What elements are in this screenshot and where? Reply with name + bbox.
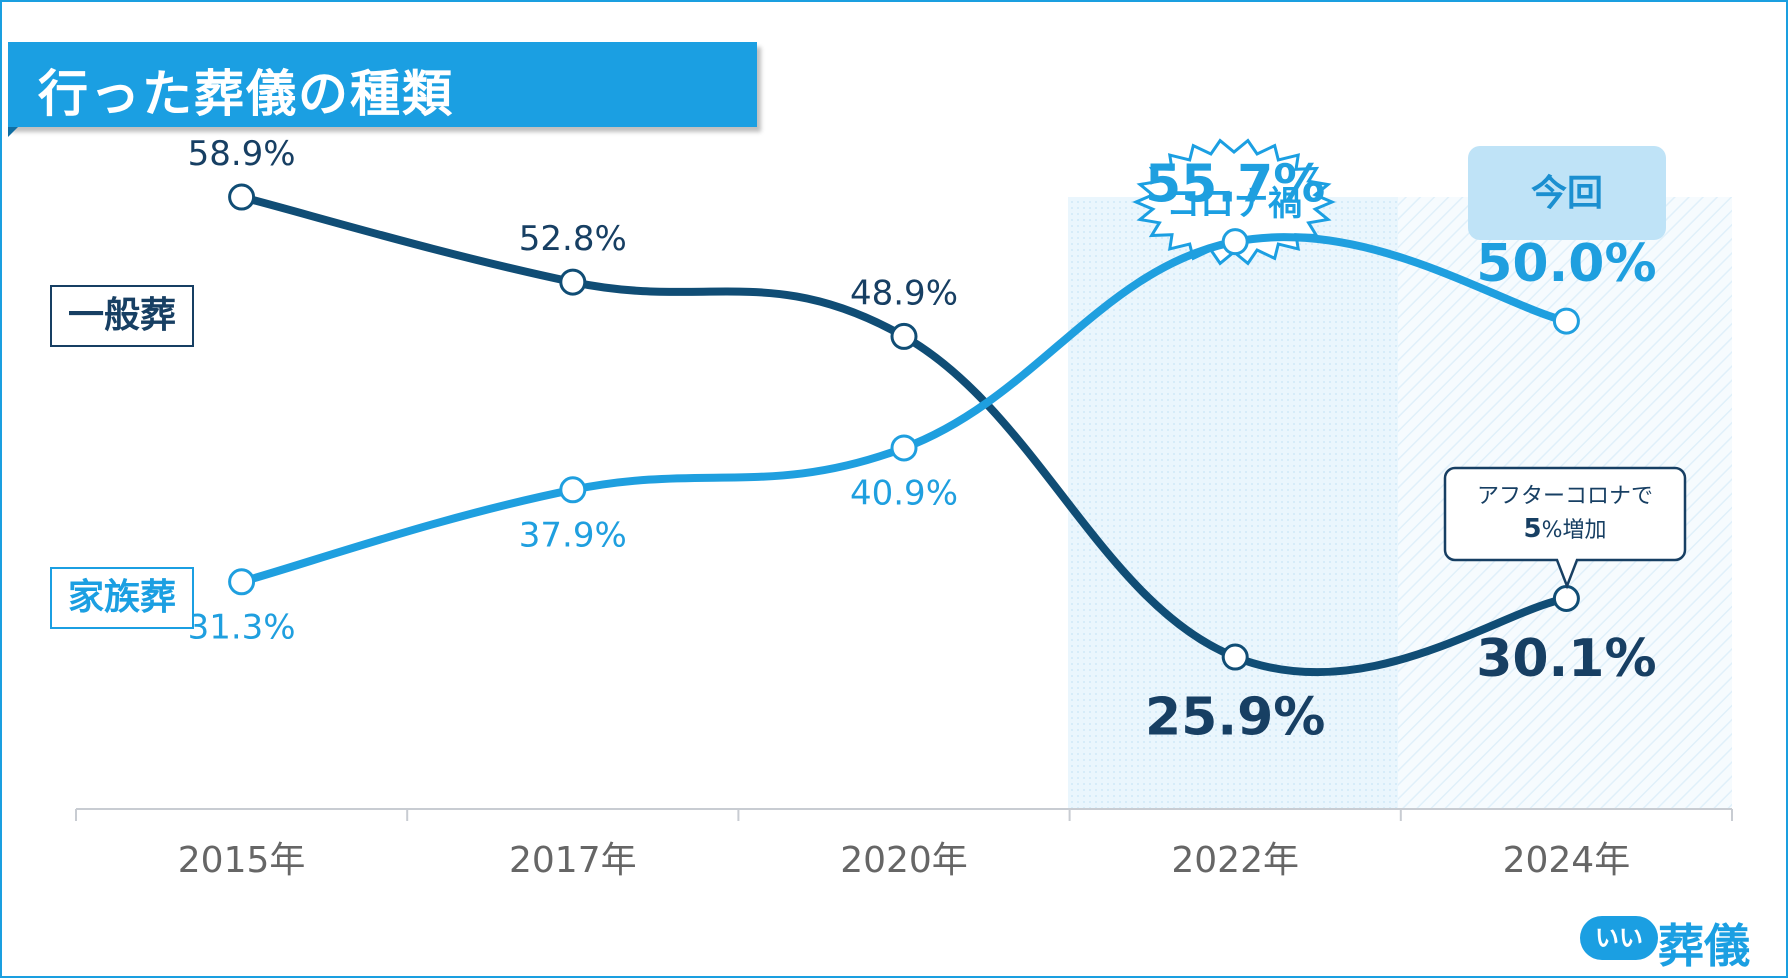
data-point bbox=[890, 322, 918, 350]
x-tick-label: 2015年 bbox=[178, 840, 306, 881]
logo-mark: いい bbox=[1580, 916, 1658, 960]
data-label: 48.9% bbox=[850, 273, 958, 313]
data-point bbox=[559, 476, 587, 504]
data-point bbox=[559, 268, 587, 296]
legend-general: 一般葬 bbox=[50, 285, 195, 347]
series-line-general bbox=[237, 193, 1571, 677]
data-labels: 58.9% 52.8% 48.9% 25.9% 30.1% 31.3% 37.9% 40.9%… bbox=[188, 134, 1657, 747]
data-point bbox=[228, 183, 256, 211]
covid-period-band bbox=[1068, 197, 1398, 809]
data-point bbox=[890, 434, 918, 462]
logo-word: 葬儀 bbox=[1658, 919, 1750, 973]
callout-suffix: %増加 bbox=[1542, 518, 1607, 543]
covid-label: コロナ禍 bbox=[1166, 184, 1302, 224]
data-label: 40.9% bbox=[850, 473, 958, 513]
data-label: 52.8% bbox=[519, 219, 627, 259]
x-tick-label: 2022年 bbox=[1171, 840, 1299, 881]
current-label: 今回 bbox=[1531, 173, 1603, 214]
covid-burst: コロナ禍 bbox=[1132, 138, 1336, 266]
current-label-box: 今回 bbox=[1468, 146, 1666, 240]
data-label: 25.9% bbox=[1145, 687, 1325, 747]
callout-bubble: アフターコロナで 5%増加 bbox=[1443, 466, 1687, 590]
legend-family: 家族葬 bbox=[50, 567, 195, 629]
x-tick-label: 2017年 bbox=[509, 840, 637, 881]
data-point bbox=[1221, 643, 1249, 671]
data-label: 55.7% bbox=[1145, 155, 1325, 215]
title-banner: 行った葬儀の種類 bbox=[8, 42, 757, 137]
callout-line2: 5%増加 bbox=[1524, 514, 1607, 544]
series-points bbox=[228, 183, 1580, 671]
callout-value: 5 bbox=[1524, 514, 1542, 544]
data-point bbox=[1552, 585, 1580, 613]
chart-title: 行った葬儀の種類 bbox=[38, 65, 454, 123]
data-point bbox=[228, 568, 256, 596]
data-label: 31.3% bbox=[188, 607, 296, 647]
data-label: 50.0% bbox=[1476, 234, 1656, 294]
x-axis: 2015年 2017年 2020年 2022年 2024年 bbox=[75, 808, 1733, 881]
data-label: 58.9% bbox=[188, 134, 296, 174]
x-tick-label: 2024年 bbox=[1503, 840, 1631, 881]
data-point bbox=[1552, 307, 1580, 335]
data-label: 30.1% bbox=[1476, 629, 1656, 689]
callout-line1: アフターコロナで bbox=[1477, 484, 1653, 509]
data-label: 37.9% bbox=[519, 515, 627, 555]
x-tick-label: 2020年 bbox=[840, 840, 968, 881]
data-point bbox=[1221, 228, 1249, 256]
